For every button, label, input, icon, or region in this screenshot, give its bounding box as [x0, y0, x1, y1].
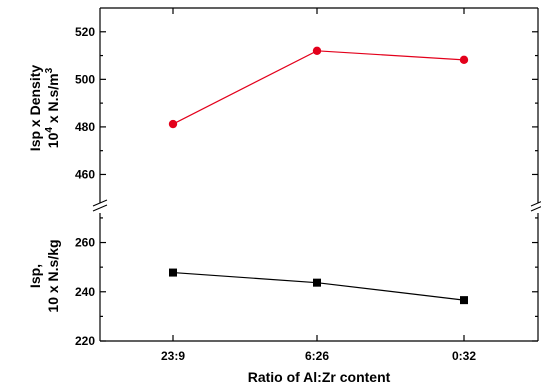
top-series-line — [172, 50, 465, 125]
bottom-y-tick-label-240: 240 — [75, 285, 95, 299]
top-y-axis-title-line2: 104 x N.s/m3 — [44, 67, 61, 148]
bottom-y-axis-title-line1: Isp, — [27, 264, 43, 288]
ticks: 23:9 6:26 0:32 460 480 500 520 220 240 260 — [75, 8, 538, 363]
top-y-tick-label-480: 480 — [75, 120, 95, 134]
bottom-y-axis-title-line2: 10 x N.s/kg — [45, 239, 61, 312]
top-y-tick-label-500: 500 — [75, 72, 95, 86]
top-y-axis-title-line1: Isp x Density — [27, 65, 43, 152]
bottom-point-1 — [169, 268, 177, 277]
top-point-3 — [459, 55, 469, 65]
bottom-y-tick-label-220: 220 — [75, 334, 95, 348]
top-point-1 — [168, 119, 178, 129]
x-axis-title: Ratio of Al:Zr content — [248, 369, 391, 385]
bottom-y-tick-label-260: 260 — [75, 236, 95, 250]
top-point-2 — [312, 46, 322, 56]
bottom-point-3 — [460, 296, 468, 305]
x-tick-label-2: 6:26 — [305, 349, 329, 363]
series — [168, 46, 469, 305]
top-y-axis-title: Isp x Density 104 x N.s/m3 — [27, 65, 61, 152]
top-y-tick-label-520: 520 — [75, 25, 95, 39]
plot-frame — [92, 7, 541, 342]
bottom-y-axis-title: Isp, 10 x N.s/kg — [27, 239, 61, 312]
axis-break-left — [92, 199, 108, 212]
top-y-tick-label-460: 460 — [75, 167, 95, 181]
axis-break-right — [530, 201, 541, 212]
x-tick-label-1: 23:9 — [161, 349, 185, 363]
bottom-point-2 — [313, 278, 321, 287]
x-tick-label-3: 0:32 — [452, 349, 476, 363]
